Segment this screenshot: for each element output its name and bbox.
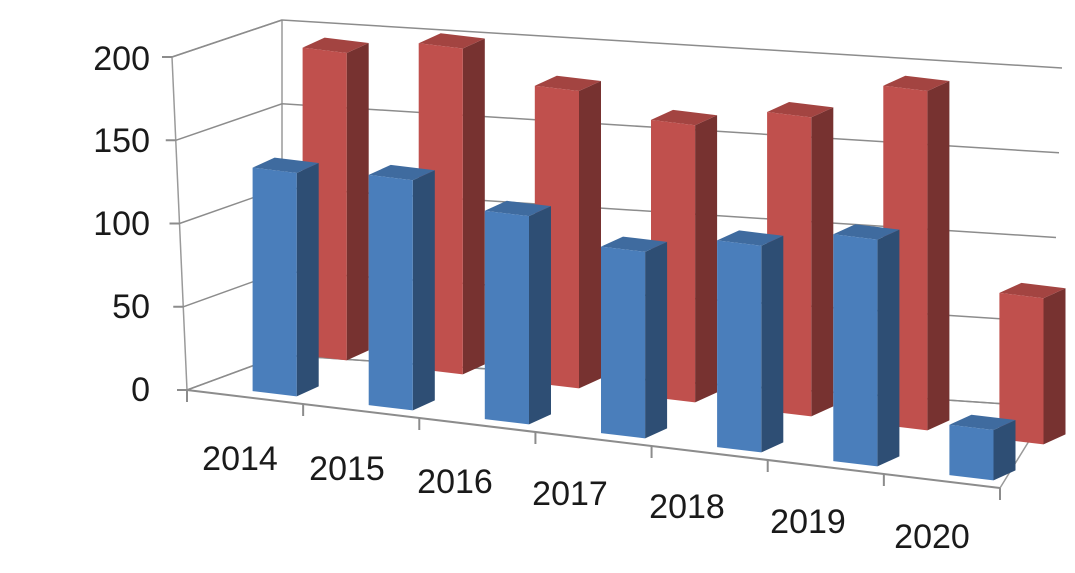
x-category-label: 2016 [417,463,493,501]
bar-series-1 [601,236,668,439]
x-category-label: 2014 [202,440,278,478]
bar-top [999,282,1066,299]
bar-top [833,224,900,240]
bar-front [368,174,413,411]
bar-top [252,157,319,173]
x-category-label: 2015 [309,450,385,488]
bar-side [877,229,900,467]
bar-side [695,115,718,403]
bar-top [717,230,784,246]
y-tick-label: 100 [93,205,150,243]
y-tick-label: 200 [93,40,150,78]
bar-front [717,240,762,453]
bar-series-1 [252,157,319,397]
bar-front [601,246,646,439]
gridline [171,19,1063,69]
bar-top [883,75,950,91]
bar-side [296,163,319,397]
bar-series-1 [484,200,551,425]
bar-top [484,200,551,217]
bar-top [601,236,668,252]
bar-front [949,424,994,481]
bar-top [302,37,369,53]
x-category-label: 2020 [894,518,970,556]
bar-top [368,164,435,181]
axes [162,56,1001,500]
bar-front [833,234,878,467]
y-tick-label: 150 [93,122,150,160]
bar-series-1 [368,164,435,411]
x-axis-line [186,389,1001,489]
bar-series-2 [999,282,1066,445]
bar-series-1 [833,224,900,467]
bar-series-1 [717,230,784,453]
bar-side [346,43,369,361]
bar-top [949,414,1016,430]
bar-side [761,235,784,453]
bar-series-1 [949,414,1016,481]
series-1-bars [252,157,1016,481]
x-category-label: 2017 [532,475,608,513]
bar-front [999,292,1044,445]
bar-side [1043,288,1066,445]
bar-top [651,109,718,126]
bar-side [927,81,950,431]
bar-side [993,420,1016,481]
y-tick-label: 50 [112,288,150,326]
bar-side [529,206,551,425]
bar-top [534,75,601,91]
bar-top [767,102,834,118]
bar-side [462,38,485,375]
bar-front [484,210,529,425]
x-category-label: 2019 [770,503,846,541]
bar-side [811,107,834,417]
bar-series-2 [302,37,369,361]
x-category-label: 2018 [649,488,725,526]
bar-top [418,33,485,49]
bar-side [645,241,668,439]
bar-front [252,167,297,397]
y-tick-label: 0 [131,371,150,409]
bar-side [579,81,601,389]
bar-side [412,170,435,411]
